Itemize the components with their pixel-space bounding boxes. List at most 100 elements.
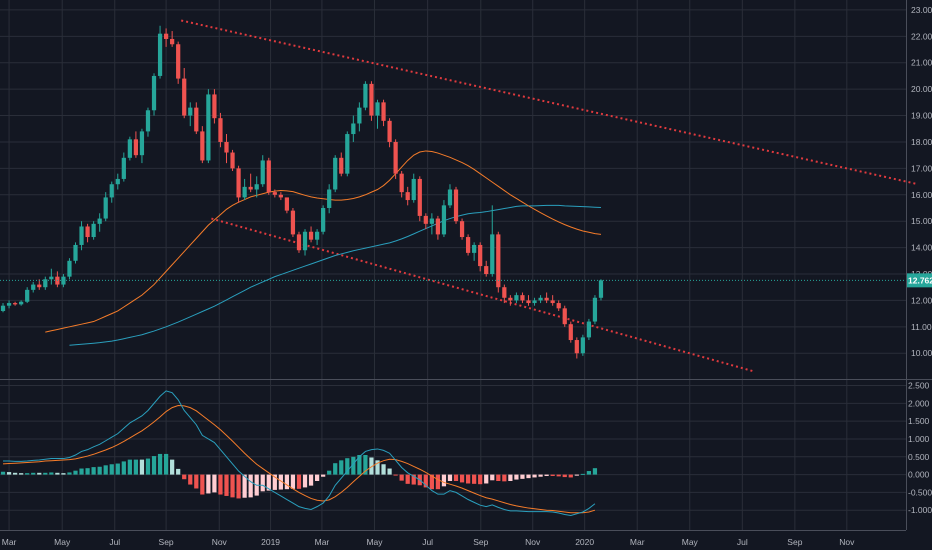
candlestick [79, 221, 84, 251]
candle-body [242, 186, 247, 198]
last-price-label: 12.762 [908, 275, 932, 285]
moving-average-slow-line [69, 204, 602, 346]
candlestick [502, 284, 507, 304]
macd-histogram-bar [496, 474, 501, 481]
macd-histogram-bar [520, 474, 525, 479]
candle-body [586, 321, 592, 338]
candlestick [441, 200, 447, 238]
time-tick-label: Sep [787, 537, 802, 547]
macd-histogram-bar [592, 468, 598, 475]
macd-histogram-bar [133, 459, 139, 475]
candlestick [393, 139, 398, 179]
macd-histogram-bar [224, 474, 229, 496]
grid-lines [0, 0, 906, 530]
candlesticks [0, 25, 604, 359]
candlestick [85, 223, 90, 243]
macd-histogram-bar [79, 468, 84, 475]
candle-body [381, 102, 386, 121]
macd-histogram-bar [321, 474, 326, 477]
candlestick [109, 181, 114, 203]
candlestick [31, 281, 36, 293]
time-tick-label: May [366, 537, 383, 547]
macd-histogram-bar [296, 474, 302, 489]
macd-histogram-bar [206, 474, 211, 494]
candle-body [399, 173, 404, 193]
macd-histogram-bar [37, 472, 42, 475]
candle-body [31, 284, 36, 290]
candlestick [459, 218, 465, 240]
candlestick [520, 292, 525, 304]
candlestick [429, 213, 434, 235]
candlestick [562, 305, 567, 327]
candle-body [236, 168, 241, 198]
candle-body [405, 192, 410, 201]
last-price-label-box [907, 273, 932, 288]
candlestick [333, 155, 338, 193]
macd-histogram-bar [580, 473, 585, 475]
macd-histogram-bar [562, 474, 567, 478]
moving-average-fast-line [45, 150, 602, 333]
candle-body [163, 33, 169, 39]
candlestick [182, 68, 187, 119]
candlestick [176, 41, 181, 84]
candlestick [490, 205, 495, 277]
candlestick [157, 25, 163, 79]
macd-histogram-bar [230, 474, 235, 498]
macd-histogram-bar [0, 471, 6, 475]
candle-body [260, 160, 265, 185]
candlestick [508, 295, 513, 306]
macd-tick-label: 0.000 [908, 470, 930, 480]
candle-body [12, 303, 18, 305]
price-tick-label: 12.000 [911, 295, 932, 305]
macd-histogram-bar [194, 474, 199, 489]
candlestick [321, 205, 326, 235]
macd-histogram-bar [55, 472, 60, 475]
candlestick [254, 176, 259, 198]
candlestick [236, 165, 241, 203]
candlestick [25, 287, 30, 304]
candle-body [25, 289, 30, 302]
macd-tick-label: -0.500 [908, 487, 932, 497]
candle-body [290, 210, 296, 235]
candle-body [284, 197, 290, 211]
candle-body [212, 94, 217, 119]
macd-histogram-bar [399, 474, 404, 481]
candle-body [157, 33, 163, 76]
macd-histogram-bar [85, 468, 90, 475]
price-scale[interactable]: 23.000 22.000 21.000 20.000 19.000 18.000 17.0… [911, 5, 932, 358]
macd-histogram-bar [447, 474, 453, 481]
time-tick-label: Mar [630, 537, 645, 547]
candle-body [502, 287, 507, 298]
time-scale[interactable]: Mar May Jul Sep Nov 2019 Mar May Jul Sep Nov 2020 Ma… [2, 537, 855, 547]
candle-body [465, 237, 471, 253]
macd-scale[interactable]: 2.500 2.000 1.500 1.000 0.500 0.000 -0.500 -1.0… [908, 381, 932, 516]
candlestick [405, 186, 410, 206]
macd-histogram-bar [242, 474, 247, 498]
macd-histogram-bar [526, 474, 531, 479]
macd-histogram-bar [478, 474, 483, 485]
macd-line [3, 390, 596, 517]
time-tick-label: Jul [422, 537, 433, 547]
macd-histogram-bar [163, 453, 169, 475]
macd-histogram-bar [429, 474, 434, 490]
candle-body [351, 123, 356, 135]
candle-body [109, 184, 114, 198]
candle-body [556, 303, 561, 309]
candle-body [176, 44, 181, 79]
macd-histogram-bar [363, 455, 368, 475]
price-tick-label: 21.000 [911, 58, 932, 68]
candlestick [212, 89, 217, 124]
candlestick [115, 173, 120, 190]
candlestick [91, 221, 96, 240]
candle-body [37, 284, 42, 288]
candle-body [321, 207, 326, 232]
macd-histogram-bar [278, 474, 283, 490]
candlestick [514, 292, 519, 304]
candle-body [266, 160, 271, 193]
candle-body [43, 279, 48, 288]
macd-histogram-bar [109, 464, 114, 475]
candle-body [49, 276, 54, 280]
time-tick-label: Nov [525, 537, 541, 547]
trendline [211, 217, 756, 373]
